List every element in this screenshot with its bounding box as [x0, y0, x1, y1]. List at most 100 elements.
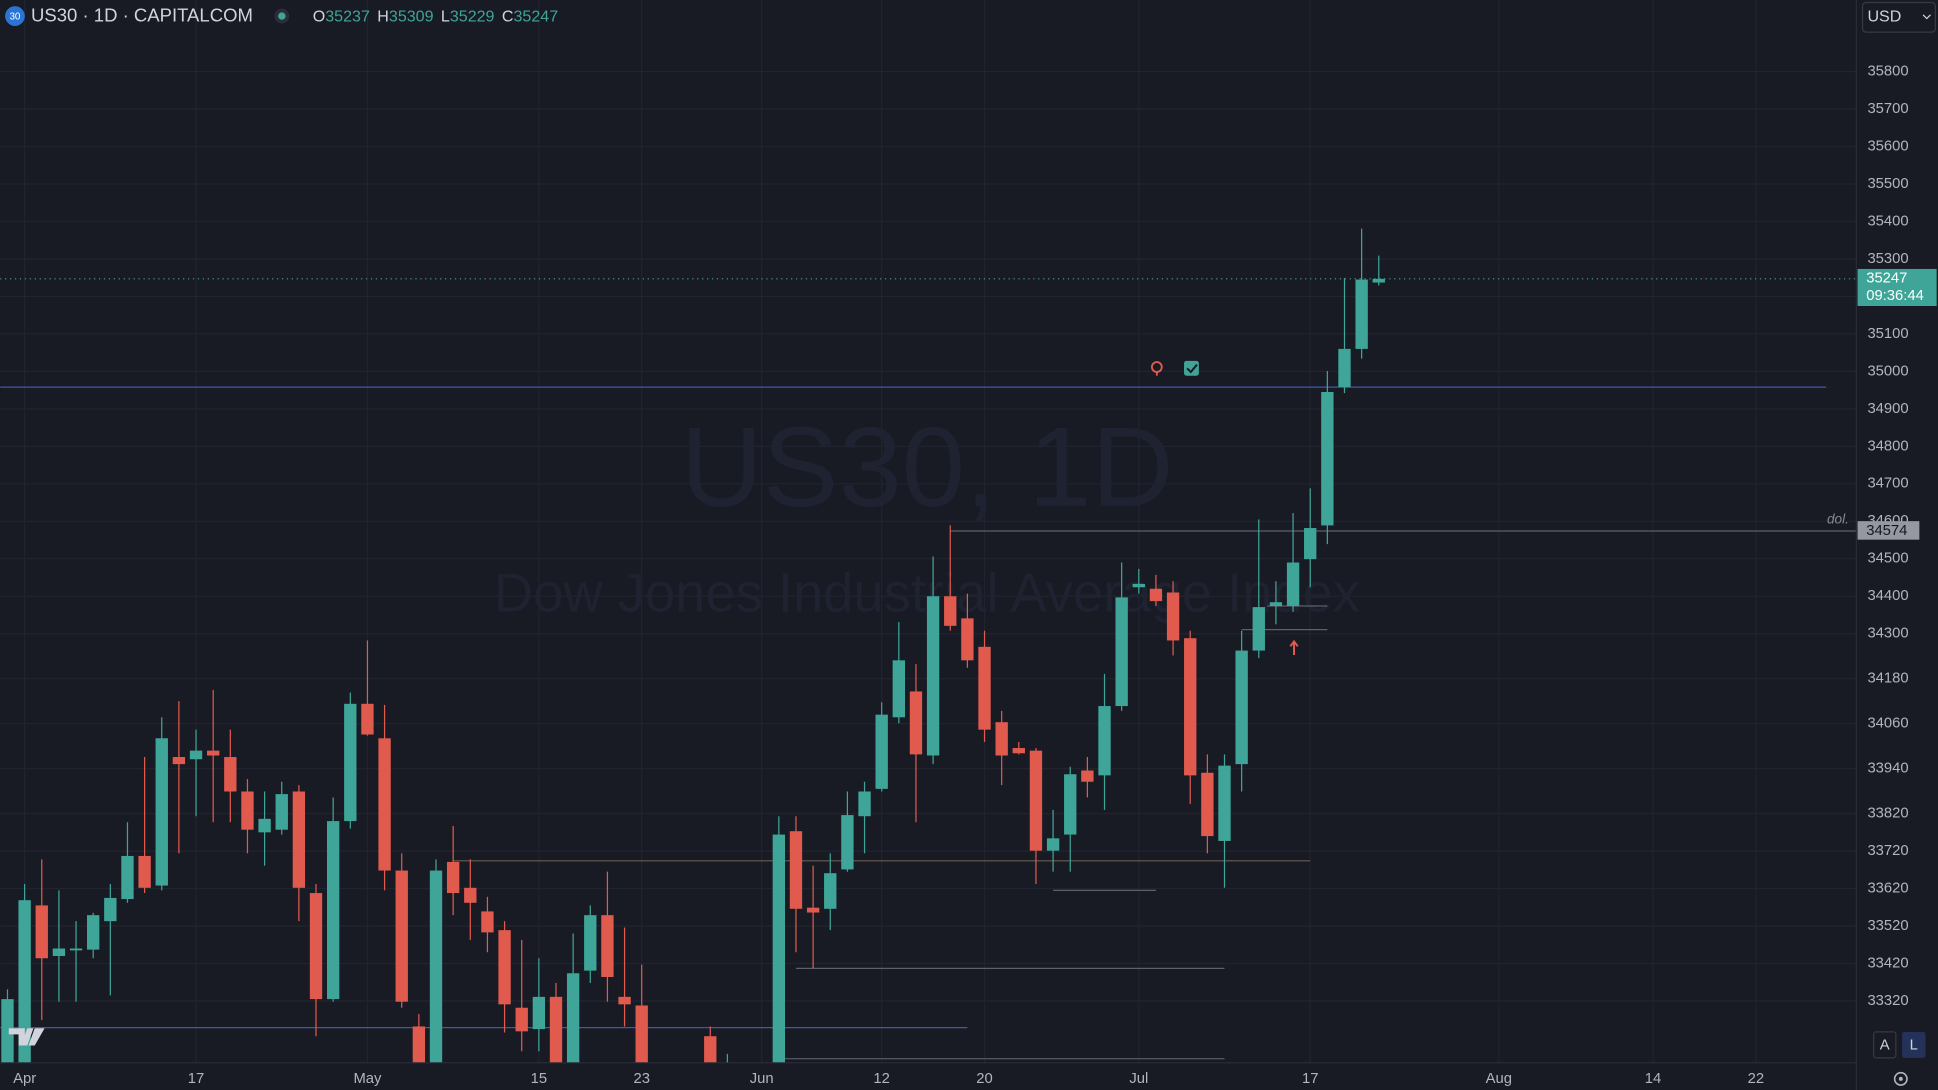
drawing-price: 34574 — [1866, 523, 1907, 539]
y-tick-label: 35100 — [1867, 326, 1908, 342]
candle-body — [309, 893, 323, 1000]
currency-caret — [1922, 14, 1931, 20]
x-tick-label: 23 — [633, 1071, 649, 1087]
candle-body — [1355, 279, 1368, 349]
log-scale-button[interactable] — [1902, 1031, 1926, 1058]
settings-icon[interactable] — [1893, 1071, 1908, 1086]
y-tick-label: 34500 — [1867, 551, 1908, 567]
drawing-label: dol. — [1827, 512, 1849, 527]
candle-body — [1184, 638, 1197, 776]
y-tick-label: 35600 — [1867, 138, 1908, 154]
y-tick-label: 35700 — [1867, 101, 1908, 117]
axes: 3580035700356003550035400353003520035100… — [13, 64, 1937, 1087]
candle-body — [1098, 706, 1111, 776]
y-tick-label: 34180 — [1867, 671, 1908, 687]
candle-body — [926, 596, 940, 756]
x-tick-label: May — [353, 1071, 382, 1087]
candle-body — [395, 870, 408, 1002]
candle-body — [944, 596, 957, 626]
arrow-icon — [1289, 639, 1299, 655]
candle-body — [1, 999, 14, 1063]
tradingview-logo[interactable] — [8, 1028, 45, 1046]
candle-body — [18, 900, 31, 1063]
x-tick-label: 17 — [1302, 1071, 1318, 1087]
candle-body — [841, 815, 854, 870]
currency-text: USD — [1867, 8, 1901, 26]
candle-body — [224, 757, 237, 792]
candle-body — [858, 791, 871, 817]
y-tick-label: 33940 — [1867, 761, 1908, 777]
y-tick-label: 33720 — [1867, 843, 1908, 859]
x-tick-label: 12 — [873, 1071, 889, 1087]
ohlc-value: 35247 — [514, 8, 559, 26]
candle-body — [1166, 592, 1180, 641]
candle-body — [1029, 750, 1043, 851]
candle-body — [1132, 583, 1145, 588]
candle-body — [515, 1007, 528, 1032]
log-scale-text: L — [1910, 1037, 1918, 1053]
watermark-title: US30, 1D — [681, 404, 1174, 531]
candle-body — [1115, 597, 1128, 707]
ohlc-key: L — [441, 8, 450, 26]
alert-icon[interactable] — [1150, 361, 1163, 376]
candle-body — [875, 714, 888, 789]
y-tick-label: 35000 — [1867, 363, 1908, 379]
candle-body — [206, 750, 220, 756]
ohlc-value: 35309 — [389, 8, 434, 26]
ohlc-value: 35237 — [325, 8, 370, 26]
candle-body — [1338, 348, 1351, 388]
y-tick-label: 34700 — [1867, 476, 1908, 492]
candle-body — [446, 861, 460, 894]
y-tick-label: 34060 — [1867, 716, 1908, 732]
candle-body — [292, 791, 306, 888]
candle-body — [87, 915, 100, 950]
x-tick-label: Aug — [1486, 1071, 1512, 1087]
candle-body — [618, 996, 631, 1005]
plot — [0, 228, 1857, 1063]
countdown: 09:36:44 — [1866, 288, 1924, 304]
check-icon[interactable] — [1184, 360, 1199, 376]
candle-body — [1201, 772, 1214, 837]
candle-body — [1081, 770, 1094, 782]
candle-body — [258, 818, 271, 833]
candle-body — [104, 897, 117, 922]
auto-scale-button[interactable] — [1873, 1031, 1897, 1059]
y-tick-label: 34800 — [1867, 438, 1908, 454]
price-box — [1857, 268, 1937, 307]
candle-body — [429, 870, 443, 1063]
candle-body — [69, 948, 83, 951]
candle-body — [1304, 528, 1317, 560]
candle-body — [344, 703, 357, 822]
candle-body — [704, 1036, 717, 1063]
y-tick-label: 35300 — [1867, 251, 1908, 267]
candle-body — [1012, 748, 1025, 754]
candle-body — [326, 821, 340, 1000]
candle-body — [635, 1005, 648, 1063]
candle-body — [275, 794, 288, 830]
y-tick-label: 35500 — [1867, 176, 1908, 192]
y-tick-label: 33420 — [1867, 955, 1908, 971]
auto-scale-text: A — [1880, 1037, 1890, 1053]
x-tick-label: 20 — [976, 1071, 992, 1087]
candle-body — [35, 905, 48, 959]
candle-body — [241, 791, 254, 830]
candle-body — [121, 855, 134, 900]
candle-body — [601, 915, 614, 977]
candle-body — [995, 722, 1008, 756]
candle-body — [155, 738, 168, 886]
candle-body — [138, 855, 151, 888]
symbol-title[interactable]: US30 · 1D · CAPITALCOM — [31, 5, 253, 26]
candle-body — [824, 873, 837, 909]
candle-body — [1149, 588, 1163, 602]
status-dot — [278, 12, 286, 20]
currency-select[interactable] — [1861, 1, 1937, 33]
candle-body — [1321, 391, 1334, 526]
ohlc-legend: O35237 H35309 L35229 C35247 — [313, 8, 558, 26]
x-tick-label: 14 — [1645, 1071, 1661, 1087]
ohlc-key: H — [377, 8, 389, 26]
y-tick-label: 34300 — [1867, 626, 1908, 642]
price-label: 35247 — [1866, 271, 1907, 287]
candle-body — [189, 750, 203, 760]
